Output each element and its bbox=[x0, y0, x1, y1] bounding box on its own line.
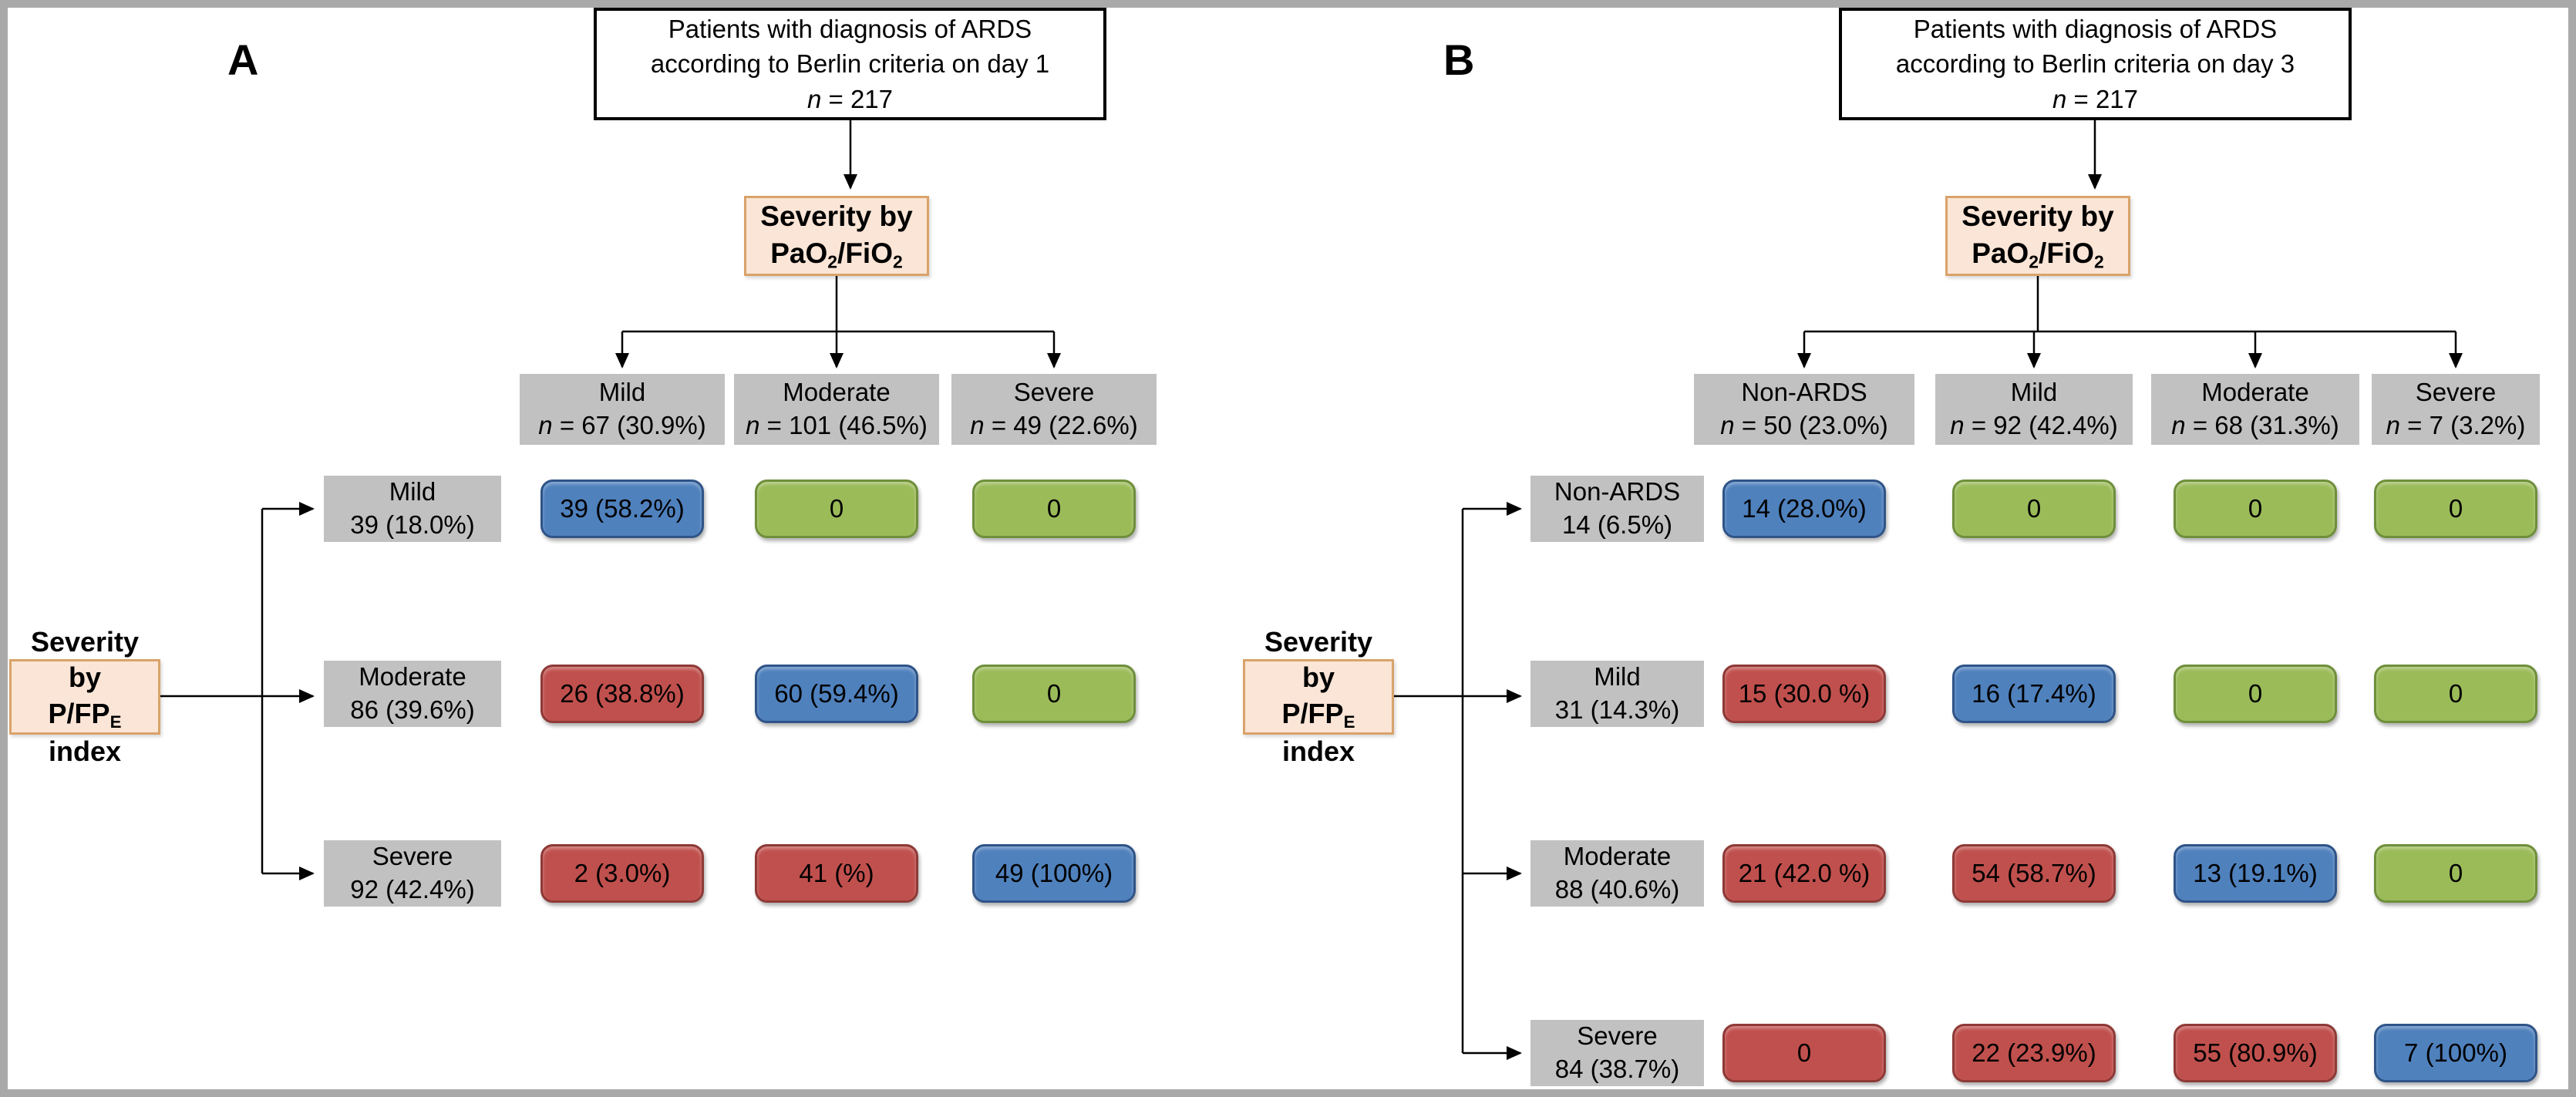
row-label: Mild bbox=[1594, 662, 1641, 692]
cell-b-r1c2: 0 bbox=[1952, 480, 2116, 538]
row-label: Severe bbox=[372, 842, 453, 871]
col-label: Mild bbox=[598, 378, 646, 407]
panel-b-label: B bbox=[1443, 35, 1475, 84]
cell-b-r4c4: 7 (100%) bbox=[2374, 1024, 2537, 1082]
cell-b-r2c4: 0 bbox=[2374, 665, 2537, 723]
cell-a-r3c3: 49 (100%) bbox=[972, 844, 1136, 903]
row-label: Severe bbox=[1577, 1021, 1658, 1051]
cell-b-r3c2: 54 (58.7%) bbox=[1952, 844, 2116, 903]
severity-line1: Severity by bbox=[30, 625, 140, 694]
cell-b-r2c2: 16 (17.4%) bbox=[1952, 665, 2116, 723]
row-count: 39 (18.0%) bbox=[350, 510, 475, 539]
row-count: 14 (6.5%) bbox=[1561, 510, 1673, 539]
n-symbol: n bbox=[2052, 84, 2067, 113]
cell-a-r3c2: 41 (%) bbox=[755, 844, 918, 903]
row-header-a-severe: Severe 92 (42.4%) bbox=[324, 840, 501, 907]
top-box-line1: Patients with diagnosis of ARDS bbox=[668, 14, 1032, 43]
row-header-b-severe: Severe 84 (38.7%) bbox=[1530, 1020, 1704, 1086]
cell-b-r1c1: 14 (28.0%) bbox=[1722, 480, 1886, 538]
row-count: 84 (38.7%) bbox=[1554, 1055, 1680, 1083]
top-box-line2: according to Berlin criteria on day 3 bbox=[1895, 49, 2295, 79]
col-header-b-severe: Severe n = 7 (3.2%) bbox=[2372, 374, 2540, 445]
col-count: n = 68 (31.3%) bbox=[2171, 411, 2339, 439]
severity-line2: P/FPE index bbox=[1281, 698, 1355, 767]
col-count: n = 50 (23.0%) bbox=[1720, 411, 1888, 439]
cell-a-r2c3: 0 bbox=[972, 665, 1136, 723]
row-label: Non-ARDS bbox=[1554, 477, 1681, 506]
col-header-a-moderate: Moderate n = 101 (46.5%) bbox=[734, 374, 939, 445]
n-value: = 217 bbox=[821, 84, 894, 113]
row-count: 92 (42.4%) bbox=[350, 875, 475, 904]
row-header-b-moderate: Moderate 88 (40.6%) bbox=[1530, 840, 1704, 907]
n-value: = 217 bbox=[2066, 84, 2139, 113]
panel-a-severity-pfpe-box: Severity by P/FPE index bbox=[9, 626, 160, 767]
row-count: 88 (40.6%) bbox=[1554, 875, 1680, 904]
top-box-line2: according to Berlin criteria on day 1 bbox=[650, 49, 1050, 79]
panel-b-severity-pao2fio2-box: Severity by PaO2/FiO2 bbox=[1945, 196, 2130, 276]
panel-a-label: A bbox=[227, 35, 259, 84]
n-symbol: n bbox=[806, 84, 822, 113]
panel-a-severity-pao2fio2-box: Severity by PaO2/FiO2 bbox=[744, 196, 929, 276]
col-count: n = 101 (46.5%) bbox=[746, 411, 928, 439]
row-count: 31 (14.3%) bbox=[1554, 695, 1680, 724]
row-header-b-mild: Mild 31 (14.3%) bbox=[1530, 661, 1704, 727]
row-label: Mild bbox=[389, 477, 436, 506]
row-header-a-moderate: Moderate 86 (39.6%) bbox=[324, 661, 501, 727]
row-label: Moderate bbox=[1563, 842, 1672, 871]
col-label: Mild bbox=[2010, 378, 2058, 407]
cell-b-r4c2: 22 (23.9%) bbox=[1952, 1024, 2116, 1082]
cell-b-r2c3: 0 bbox=[2174, 665, 2337, 723]
cell-a-r3c1: 2 (3.0%) bbox=[540, 844, 704, 903]
col-header-b-mild: Mild n = 92 (42.4%) bbox=[1935, 374, 2133, 445]
top-box-n: n = 217 bbox=[2052, 82, 2138, 117]
col-header-a-severe: Severe n = 49 (22.6%) bbox=[951, 374, 1157, 445]
col-header-b-nonards: Non-ARDS n = 50 (23.0%) bbox=[1694, 374, 1914, 445]
cell-b-r3c1: 21 (42.0 %) bbox=[1722, 844, 1886, 903]
cell-b-r1c3: 0 bbox=[2174, 480, 2337, 538]
severity-line1: Severity by bbox=[1264, 625, 1373, 694]
row-label: Moderate bbox=[359, 662, 466, 692]
severity-line1: Severity by bbox=[760, 200, 913, 232]
col-header-a-mild: Mild n = 67 (30.9%) bbox=[520, 374, 725, 445]
severity-line1: Severity by bbox=[1961, 200, 2114, 232]
cell-a-r1c3: 0 bbox=[972, 480, 1136, 538]
cell-a-r2c1: 26 (38.8%) bbox=[540, 665, 704, 723]
panel-a-top-box: Patients with diagnosis of ARDS accordin… bbox=[594, 8, 1106, 120]
panel-b-top-box: Patients with diagnosis of ARDS accordin… bbox=[1839, 8, 2352, 120]
col-label: Moderate bbox=[2201, 378, 2309, 407]
row-header-b-nonards: Non-ARDS 14 (6.5%) bbox=[1530, 476, 1704, 542]
top-box-line1: Patients with diagnosis of ARDS bbox=[1913, 14, 2278, 43]
col-label: Severe bbox=[2415, 378, 2497, 407]
severity-line2: PaO2/FiO2 bbox=[770, 237, 903, 272]
panel-b-severity-pfpe-box: Severity by P/FPE index bbox=[1243, 626, 1394, 767]
col-count: n = 49 (22.6%) bbox=[970, 411, 1138, 439]
cell-a-r1c2: 0 bbox=[755, 480, 918, 538]
severity-line2: PaO2/FiO2 bbox=[1972, 237, 2104, 272]
cell-b-r3c4: 0 bbox=[2374, 844, 2537, 903]
cell-a-r2c2: 60 (59.4%) bbox=[755, 665, 918, 723]
cell-b-r4c1: 0 bbox=[1722, 1024, 1886, 1082]
row-header-a-mild: Mild 39 (18.0%) bbox=[324, 476, 501, 542]
cell-a-r1c1: 39 (58.2%) bbox=[540, 480, 704, 538]
col-count: n = 67 (30.9%) bbox=[538, 411, 706, 439]
severity-line2: P/FPE index bbox=[48, 698, 122, 767]
cell-b-r4c3: 55 (80.9%) bbox=[2174, 1024, 2337, 1082]
col-label: Severe bbox=[1013, 378, 1095, 407]
top-box-n: n = 217 bbox=[807, 82, 893, 117]
col-count: n = 7 (3.2%) bbox=[2386, 411, 2526, 439]
cell-b-r3c3: 13 (19.1%) bbox=[2174, 844, 2337, 903]
row-count: 86 (39.6%) bbox=[350, 695, 475, 724]
col-label: Non-ARDS bbox=[1741, 378, 1867, 407]
cell-b-r2c1: 15 (30.0 %) bbox=[1722, 665, 1886, 723]
col-header-b-moderate: Moderate n = 68 (31.3%) bbox=[2151, 374, 2359, 445]
cell-b-r1c4: 0 bbox=[2374, 480, 2537, 538]
col-label: Moderate bbox=[783, 378, 891, 407]
col-count: n = 92 (42.4%) bbox=[1950, 411, 2118, 439]
